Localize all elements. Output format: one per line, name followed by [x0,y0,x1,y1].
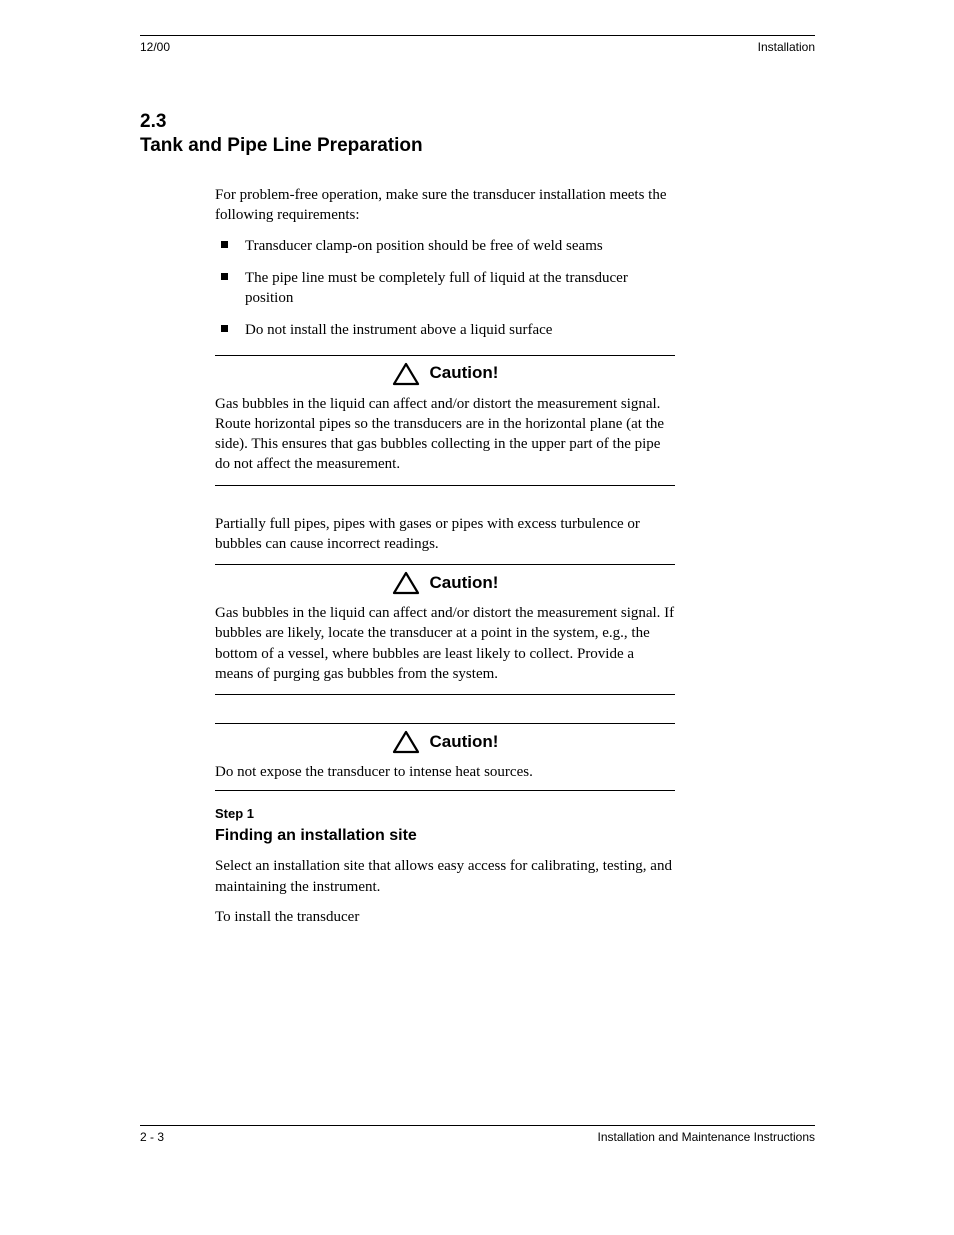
header-date: 12/00 [140,40,170,54]
section-number: 2.3 [140,111,815,133]
footer-doc-title: Installation and Maintenance Instruction… [598,1130,815,1144]
list-item-text: The pipe line must be completely full of… [245,270,628,306]
page-footer: 2 - 3 Installation and Maintenance Instr… [140,1125,815,1146]
bullet-icon [221,273,228,280]
section-title: Tank and Pipe Line Preparation [140,135,815,157]
list-item-text: Transducer clamp-on position should be f… [245,238,603,254]
step-title: Finding an installation site [215,825,675,847]
requirements-list: Transducer clamp-on position should be f… [215,236,675,341]
caution-label: Caution! [430,731,499,754]
warning-icon [392,362,420,386]
step-body: To install the transducer [215,907,675,927]
caution-label: Caution! [430,362,499,385]
bullet-icon [221,241,228,248]
caution-label: Caution! [430,572,499,595]
intro-text: For problem-free operation, make sure th… [215,185,675,226]
bullet-icon [221,325,228,332]
page: 12/00 Installation 2.3 Tank and Pipe Lin… [140,35,815,937]
caution-body: Gas bubbles in the liquid can affect and… [215,392,675,485]
header-section: Installation [758,40,815,54]
caution-body: Do not expose the transducer to intense … [215,760,675,790]
list-item: Do not install the instrument above a li… [215,320,675,340]
caution-box: Caution! Gas bubbles in the liquid can a… [215,355,675,486]
content-column: For problem-free operation, make sure th… [215,185,675,927]
page-header: 12/00 Installation [140,35,815,59]
caution-body: Gas bubbles in the liquid can affect and… [215,601,675,694]
step-label: Step 1 [215,805,675,823]
list-item: The pipe line must be completely full of… [215,268,675,309]
footer-page-number: 2 - 3 [140,1130,164,1144]
warning-icon [392,571,420,595]
warning-icon [392,730,420,754]
step-body: Select an installation site that allows … [215,856,675,897]
between-caution-text: Partially full pipes, pipes with gases o… [215,514,675,555]
list-item-text: Do not install the instrument above a li… [245,322,552,338]
caution-box: Caution! Do not expose the transducer to… [215,723,675,791]
caution-box: Caution! Gas bubbles in the liquid can a… [215,564,675,695]
list-item: Transducer clamp-on position should be f… [215,236,675,256]
